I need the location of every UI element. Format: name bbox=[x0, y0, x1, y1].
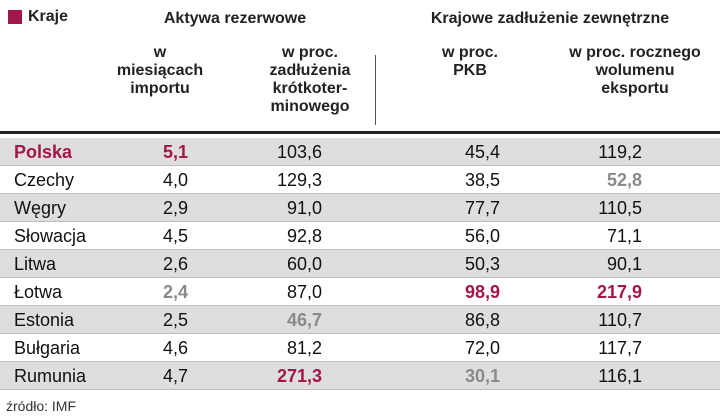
value-cell: 4,7 bbox=[162, 366, 188, 386]
value-cell: 5,1 bbox=[162, 142, 188, 162]
value-cell: 50,3 bbox=[464, 254, 500, 274]
table-row bbox=[0, 250, 720, 278]
value-cell: 90,1 bbox=[606, 254, 642, 274]
value-cell: 4,6 bbox=[162, 338, 188, 358]
country-cell: Czechy bbox=[14, 170, 75, 190]
country-cell: Polska bbox=[14, 142, 73, 162]
value-cell: 117,7 bbox=[598, 338, 642, 358]
table-row bbox=[0, 222, 720, 250]
group-title: Aktywa rezerwowe bbox=[163, 10, 307, 27]
value-cell: 71,1 bbox=[606, 226, 642, 246]
column-header: w proc. rocznego wolumenu eksportu bbox=[569, 44, 701, 97]
value-cell: 2,4 bbox=[162, 282, 188, 302]
value-cell: 52,8 bbox=[606, 170, 642, 190]
value-cell: 110,5 bbox=[598, 198, 642, 218]
value-cell: 98,9 bbox=[464, 282, 500, 302]
value-cell: 92,8 bbox=[286, 226, 322, 246]
value-cell: 46,7 bbox=[286, 310, 322, 330]
header-rule bbox=[0, 131, 720, 134]
table-row bbox=[0, 194, 720, 222]
country-cell: Estonia bbox=[14, 310, 75, 330]
value-cell: 110,7 bbox=[598, 310, 642, 330]
value-cell: 30,1 bbox=[464, 366, 500, 386]
value-cell: 91,0 bbox=[286, 198, 322, 218]
column-header: w miesiącach importu bbox=[116, 44, 204, 97]
value-cell: 60,0 bbox=[286, 254, 322, 274]
value-cell: 217,9 bbox=[596, 282, 642, 302]
value-cell: 56,0 bbox=[464, 226, 500, 246]
value-cell: 119,2 bbox=[598, 142, 642, 162]
table-row bbox=[0, 166, 720, 194]
value-cell: 81,2 bbox=[286, 338, 322, 358]
value-cell: 2,9 bbox=[162, 198, 188, 218]
value-cell: 86,8 bbox=[464, 310, 500, 330]
value-cell: 2,6 bbox=[162, 254, 188, 274]
value-cell: 87,0 bbox=[286, 282, 322, 302]
value-cell: 4,0 bbox=[162, 170, 188, 190]
value-cell: 271,3 bbox=[276, 366, 322, 386]
value-cell: 45,4 bbox=[464, 142, 500, 162]
country-label: Kraje bbox=[28, 8, 69, 25]
column-header: w proc. zadłużenia krótkoter-minowego bbox=[269, 44, 351, 115]
table-row bbox=[0, 306, 720, 334]
value-cell: 38,5 bbox=[464, 170, 500, 190]
value-cell: 129,3 bbox=[276, 170, 322, 190]
country-cell: Łotwa bbox=[14, 282, 63, 302]
table-row bbox=[0, 138, 720, 166]
table-row bbox=[0, 334, 720, 362]
table-row bbox=[0, 278, 720, 306]
value-cell: 72,0 bbox=[464, 338, 500, 358]
legend-square bbox=[8, 10, 22, 24]
value-cell: 2,5 bbox=[162, 310, 188, 330]
header-bg bbox=[0, 0, 720, 132]
country-cell: Rumunia bbox=[14, 366, 87, 386]
country-cell: Bułgaria bbox=[14, 338, 81, 358]
country-cell: Słowacja bbox=[14, 226, 87, 246]
source: źródło: IMF bbox=[6, 398, 77, 414]
divider bbox=[375, 55, 376, 125]
value-cell: 4,5 bbox=[162, 226, 188, 246]
column-header: w proc. PKB bbox=[441, 44, 498, 79]
value-cell: 77,7 bbox=[464, 198, 500, 218]
value-cell: 103,6 bbox=[276, 142, 322, 162]
country-cell: Węgry bbox=[14, 198, 67, 218]
table-row bbox=[0, 362, 720, 390]
country-cell: Litwa bbox=[14, 254, 57, 274]
group-title: Krajowe zadłużenie zewnętrzne bbox=[430, 10, 670, 27]
value-cell: 116,1 bbox=[598, 366, 642, 386]
